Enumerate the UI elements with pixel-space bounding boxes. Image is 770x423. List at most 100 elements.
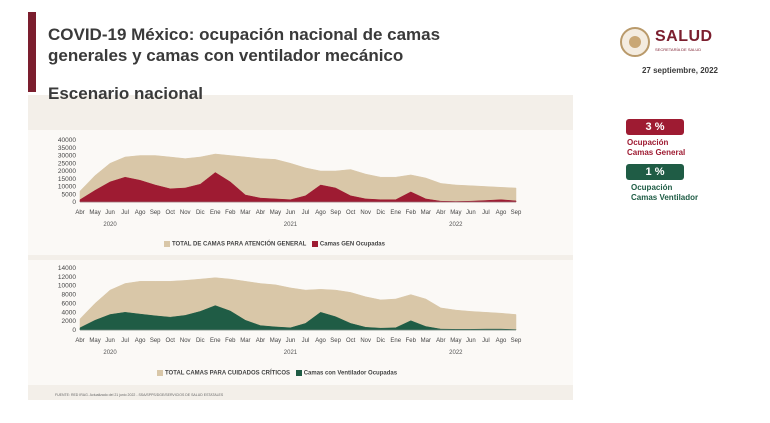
x-tick-label: Ago xyxy=(315,210,326,216)
x-tick-label: Mar xyxy=(240,338,250,344)
x-tick-label: May xyxy=(450,338,461,344)
x-tick-label: Jul xyxy=(302,210,310,216)
x-tick-label: Ago xyxy=(135,210,146,216)
general-beds-chart: 0500010000150002000025000300003500040000… xyxy=(58,137,522,228)
legend-gen-occupied: Camas GEN Ocupadas xyxy=(319,241,385,248)
x-tick-label: May xyxy=(450,210,461,216)
x-tick-label: Abr xyxy=(75,210,84,216)
legend-swatch-total-critical xyxy=(157,370,163,376)
x-tick-label: Jun xyxy=(466,210,476,216)
source-note: FUENTE: RED IRAG. Actualizado del 21 jun… xyxy=(55,393,224,397)
x-tick-label: Mar xyxy=(421,338,431,344)
year-label: 2021 xyxy=(284,222,298,228)
occupied-beds-area xyxy=(79,305,517,331)
logo-subtext: SECRETARÍA DE SALUD xyxy=(655,47,702,52)
x-tick-label: Ago xyxy=(315,338,326,344)
x-tick-label: Ene xyxy=(390,338,401,344)
x-tick-label: Feb xyxy=(225,210,236,216)
ventilator-occupancy-label: Ocupación Camas Ventilador xyxy=(631,183,698,203)
x-tick-label: Feb xyxy=(225,338,236,344)
x-tick-label: Dic xyxy=(376,338,385,344)
x-tick-label: Sep xyxy=(150,210,161,216)
y-tick-label: 40000 xyxy=(58,137,76,144)
x-tick-label: Ene xyxy=(210,210,221,216)
x-tick-label: Jun xyxy=(105,210,115,216)
y-tick-label: 10000 xyxy=(58,184,76,191)
legend-ventilator-occupied: Camas con Ventilador Ocupadas xyxy=(303,370,398,377)
x-tick-label: Jul xyxy=(302,338,310,344)
x-tick-label: Oct xyxy=(346,338,356,344)
x-tick-label: Jul xyxy=(482,338,490,344)
seal-icon xyxy=(620,27,650,57)
x-tick-label: Nov xyxy=(180,210,191,216)
x-tick-label: May xyxy=(89,338,100,344)
y-tick-label: 8000 xyxy=(62,292,77,299)
x-tick-label: Ago xyxy=(496,338,507,344)
x-tick-label: Jun xyxy=(286,338,296,344)
ventilator-occupancy-label-line1: Ocupación xyxy=(631,183,673,192)
x-tick-label: Sep xyxy=(330,338,341,344)
y-tick-label: 20000 xyxy=(58,168,76,175)
legend-swatch-total-general xyxy=(164,241,170,247)
salud-logo: SALUD SECRETARÍA DE SALUD xyxy=(620,27,725,57)
x-tick-label: Mar xyxy=(421,210,431,216)
page-subtitle: Escenario nacional xyxy=(48,84,203,103)
x-tick-label: Feb xyxy=(406,210,417,216)
x-tick-label: Ago xyxy=(496,210,507,216)
page-title: COVID-19 México: ocupación nacional de c… xyxy=(48,25,441,65)
x-tick-label: Jul xyxy=(121,338,129,344)
x-tick-label: Jun xyxy=(286,210,296,216)
general-occupancy-label-line2: Camas General xyxy=(627,148,686,157)
logo-text: SALUD xyxy=(655,28,713,45)
general-chart-legend: TOTAL DE CAMAS PARA ATENCIÓN GENERAL Cam… xyxy=(160,241,385,248)
general-occupancy-label: Ocupación Camas General xyxy=(627,138,685,158)
report-date: 27 septiembre, 2022 xyxy=(641,66,718,75)
y-tick-label: 15000 xyxy=(58,176,76,183)
x-tick-label: Oct xyxy=(166,338,176,344)
x-tick-label: Abr xyxy=(256,210,265,216)
x-tick-label: Dic xyxy=(376,210,385,216)
x-tick-label: Dic xyxy=(196,338,205,344)
x-tick-label: Nov xyxy=(360,210,371,216)
year-label: 2022 xyxy=(449,222,463,228)
x-tick-label: May xyxy=(270,210,281,216)
occupied-beds-area xyxy=(79,172,517,203)
x-tick-label: Oct xyxy=(166,210,176,216)
y-tick-label: 25000 xyxy=(58,160,76,167)
legend-total-general: TOTAL DE CAMAS PARA ATENCIÓN GENERAL xyxy=(172,241,307,248)
legend-swatch-ventilator-occupied xyxy=(295,370,302,376)
ventilator-occupancy-badge: 1 % xyxy=(626,164,684,180)
year-label: 2021 xyxy=(284,350,298,356)
y-tick-label: 6000 xyxy=(62,300,77,307)
x-tick-label: Jul xyxy=(482,210,490,216)
x-tick-label: Nov xyxy=(180,338,191,344)
y-tick-label: 5000 xyxy=(62,191,77,198)
x-tick-label: Abr xyxy=(75,338,84,344)
critical-beds-chart-panel: 0 2000 4000 6000 8000 10000 12000 14000 Abr May Ju… xyxy=(28,260,573,385)
x-tick-label: Sep xyxy=(511,210,522,216)
y-tick-label: 35000 xyxy=(58,145,76,152)
x-tick-label: Jun xyxy=(466,338,476,344)
y-tick-label: 0 xyxy=(72,327,76,334)
x-tick-label: May xyxy=(270,338,281,344)
x-tick-label: Jun xyxy=(105,338,115,344)
x-tick-label: Ene xyxy=(390,210,401,216)
critical-chart-legend: TOTAL CAMAS PARA CUIDADOS CRÍTICOS Camas… xyxy=(153,370,397,377)
general-occupancy-label-line1: Ocupación xyxy=(627,138,669,147)
x-tick-label: Mar xyxy=(240,210,250,216)
x-tick-label: Nov xyxy=(360,338,371,344)
x-tick-label: May xyxy=(89,210,100,216)
x-tick-label: Abr xyxy=(436,210,445,216)
x-tick-label: Sep xyxy=(150,338,161,344)
legend-total-critical: TOTAL CAMAS PARA CUIDADOS CRÍTICOS xyxy=(165,370,291,377)
year-label: 2020 xyxy=(103,222,117,228)
year-label: 2020 xyxy=(103,350,117,356)
y-tick-label: 10000 xyxy=(58,283,76,290)
ventilator-occupancy-label-line2: Camas Ventilador xyxy=(631,193,699,202)
x-tick-label: Ago xyxy=(135,338,146,344)
y-tick-label: 0 xyxy=(72,199,76,206)
x-tick-label: Abr xyxy=(436,338,445,344)
y-tick-label: 14000 xyxy=(58,265,76,272)
